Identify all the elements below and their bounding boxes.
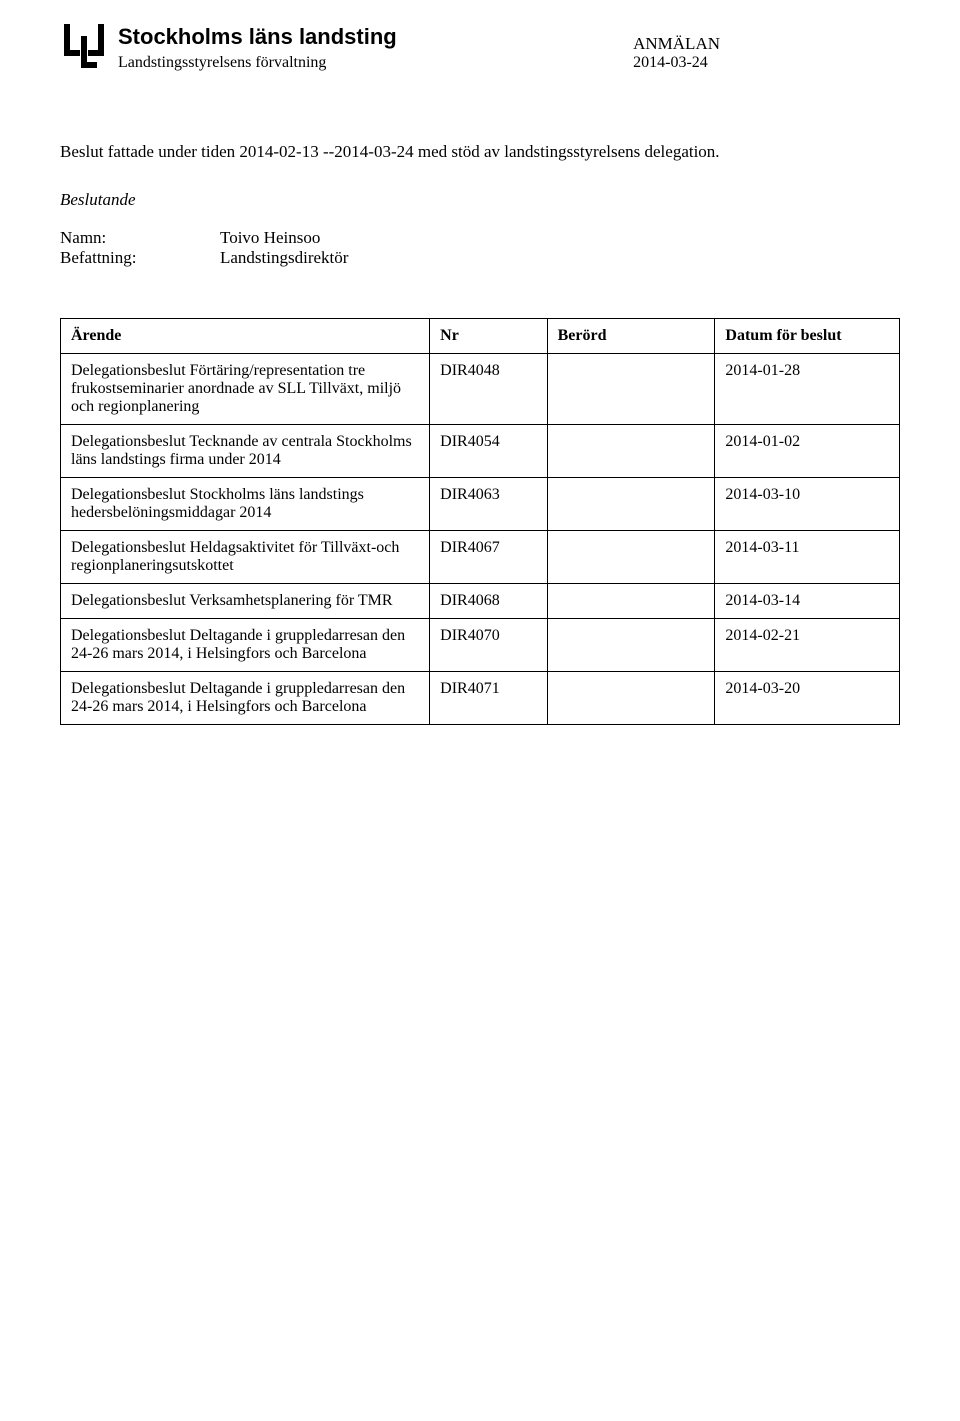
decisions-table: Ärende Nr Berörd Datum för beslut Delega…	[60, 318, 900, 725]
cell-datum: 2014-03-14	[715, 584, 900, 619]
cell-arende: Delegationsbeslut Deltagande i gruppleda…	[61, 619, 430, 672]
sll-logo-icon	[60, 24, 108, 68]
cell-arende: Delegationsbeslut Heldagsaktivitet för T…	[61, 531, 430, 584]
cell-nr: DIR4067	[430, 531, 547, 584]
org-subunit: Landstingsstyrelsens förvaltning	[118, 54, 397, 72]
cell-berord	[547, 672, 715, 725]
table-row: Delegationsbeslut Tecknande av centrala …	[61, 425, 900, 478]
cell-nr: DIR4054	[430, 425, 547, 478]
cell-datum: 2014-01-02	[715, 425, 900, 478]
beslutande-block: Beslutande Namn: Toivo Heinsoo Befattnin…	[60, 190, 900, 268]
cell-arende: Delegationsbeslut Verksamhetsplanering f…	[61, 584, 430, 619]
title-row: Befattning: Landstingsdirektör	[60, 248, 900, 268]
cell-berord	[547, 531, 715, 584]
title-key: Befattning:	[60, 248, 220, 268]
cell-datum: 2014-02-21	[715, 619, 900, 672]
col-header-berord: Berörd	[547, 319, 715, 354]
name-value: Toivo Heinsoo	[220, 228, 320, 248]
org-name: Stockholms läns landsting	[118, 24, 397, 50]
table-header-row: Ärende Nr Berörd Datum för beslut	[61, 319, 900, 354]
cell-datum: 2014-03-11	[715, 531, 900, 584]
cell-nr: DIR4063	[430, 478, 547, 531]
header-left: Stockholms läns landsting Landstingsstyr…	[60, 24, 397, 72]
table-row: Delegationsbeslut Deltagande i gruppleda…	[61, 619, 900, 672]
cell-berord	[547, 584, 715, 619]
cell-arende: Delegationsbeslut Förtäring/representati…	[61, 354, 430, 425]
table-row: Delegationsbeslut Heldagsaktivitet för T…	[61, 531, 900, 584]
header: Stockholms läns landsting Landstingsstyr…	[60, 24, 900, 72]
cell-arende: Delegationsbeslut Stockholms läns landst…	[61, 478, 430, 531]
table-row: Delegationsbeslut Deltagande i gruppleda…	[61, 672, 900, 725]
header-right: ANMÄLAN 2014-03-24	[633, 34, 720, 72]
cell-berord	[547, 425, 715, 478]
cell-datum: 2014-01-28	[715, 354, 900, 425]
col-header-arende: Ärende	[61, 319, 430, 354]
cell-nr: DIR4071	[430, 672, 547, 725]
document-date: 2014-03-24	[633, 54, 720, 72]
cell-berord	[547, 354, 715, 425]
cell-nr: DIR4070	[430, 619, 547, 672]
col-header-datum: Datum för beslut	[715, 319, 900, 354]
cell-datum: 2014-03-20	[715, 672, 900, 725]
name-key: Namn:	[60, 228, 220, 248]
cell-nr: DIR4048	[430, 354, 547, 425]
table-row: Delegationsbeslut Stockholms läns landst…	[61, 478, 900, 531]
cell-arende: Delegationsbeslut Deltagande i gruppleda…	[61, 672, 430, 725]
beslutande-heading: Beslutande	[60, 190, 900, 210]
intro-text: Beslut fattade under tiden 2014-02-13 --…	[60, 142, 900, 162]
document-page: Stockholms läns landsting Landstingsstyr…	[0, 0, 960, 765]
cell-datum: 2014-03-10	[715, 478, 900, 531]
table-row: Delegationsbeslut Förtäring/representati…	[61, 354, 900, 425]
cell-berord	[547, 619, 715, 672]
cell-arende: Delegationsbeslut Tecknande av centrala …	[61, 425, 430, 478]
table-row: Delegationsbeslut Verksamhetsplanering f…	[61, 584, 900, 619]
org-block: Stockholms läns landsting Landstingsstyr…	[118, 24, 397, 72]
title-value: Landstingsdirektör	[220, 248, 348, 268]
cell-nr: DIR4068	[430, 584, 547, 619]
col-header-nr: Nr	[430, 319, 547, 354]
cell-berord	[547, 478, 715, 531]
name-row: Namn: Toivo Heinsoo	[60, 228, 900, 248]
document-type: ANMÄLAN	[633, 34, 720, 54]
